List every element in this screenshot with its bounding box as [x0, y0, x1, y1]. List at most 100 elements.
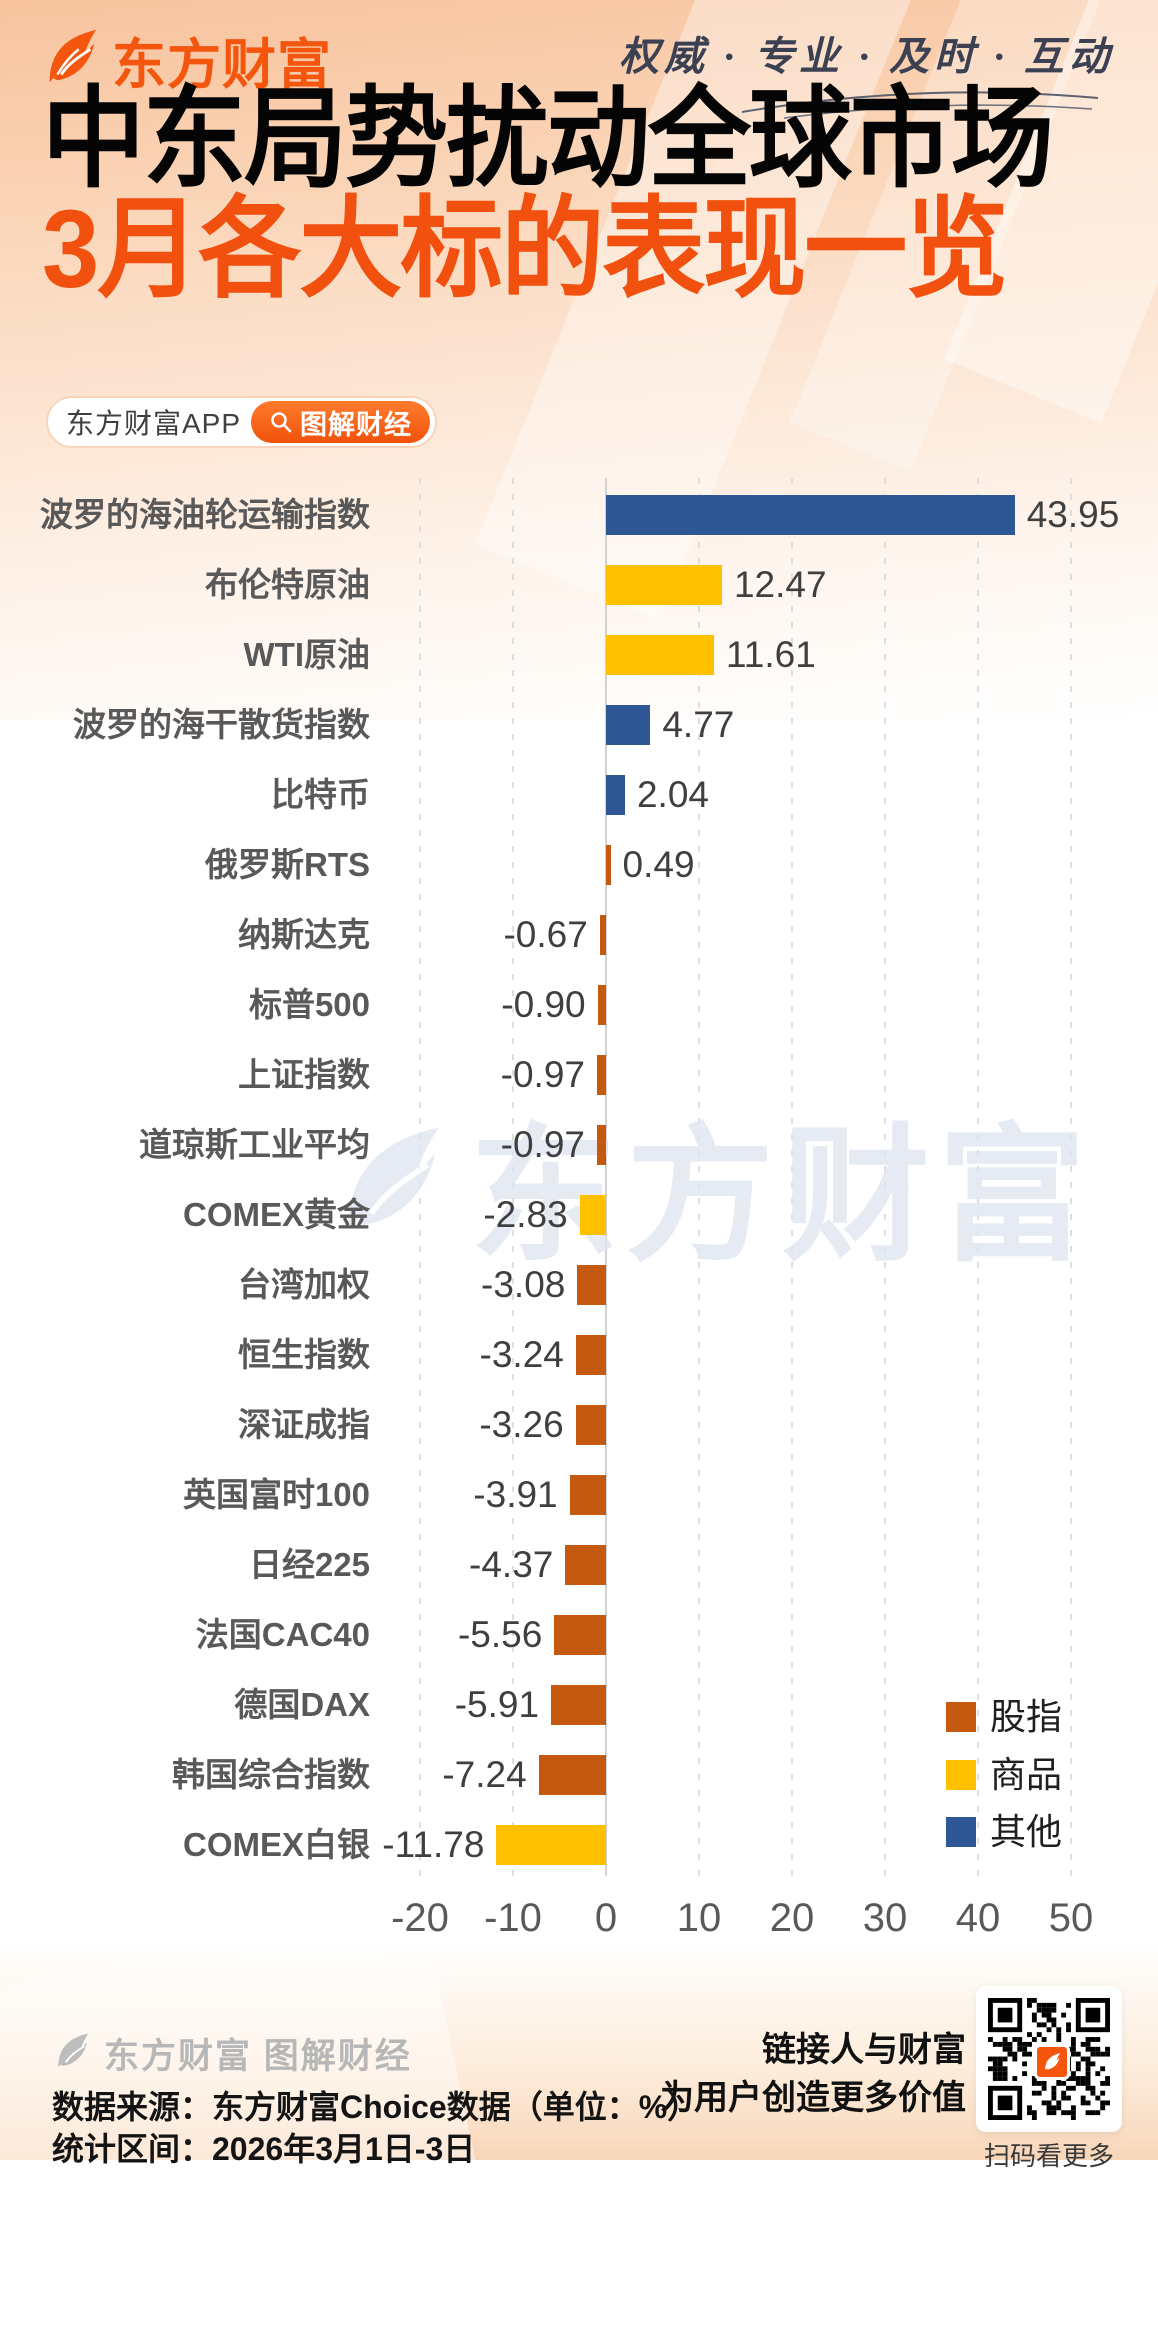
grid-line	[512, 478, 514, 1876]
axis-tick-label: -20	[391, 1896, 449, 1940]
qr-code	[976, 1986, 1122, 2132]
bar	[606, 705, 651, 745]
bar-value-label: 4.77	[662, 704, 735, 745]
bar-value-label: -5.91	[454, 1684, 540, 1725]
axis-tick-label: 10	[676, 1896, 722, 1940]
grid-line	[1070, 478, 1072, 1876]
leaf-logo-icon	[40, 26, 102, 93]
watermark-text: 东方财富	[470, 1114, 1094, 1279]
bar-value-label: -3.24	[479, 1334, 564, 1375]
qr-caption: 扫码看更多	[983, 2141, 1114, 2171]
axis-tick-label: -10	[484, 1896, 542, 1940]
bar	[575, 1405, 606, 1445]
axis-tick-label: 40	[955, 1896, 1001, 1940]
category-label: 道琼斯工业平均	[139, 1126, 370, 1163]
bar-value-label: 0.49	[622, 844, 695, 885]
stat-range-line: 统计区间：2026年3月1日-3日	[52, 2131, 476, 2167]
main-title: 中东局势扰动全球市场	[42, 77, 1054, 201]
category-label: 比特币	[271, 776, 370, 813]
slogan-line-1: 链接人与财富	[762, 2031, 966, 2069]
bar-value-label: 12.47	[733, 564, 827, 605]
bar-value-label: -5.56	[457, 1614, 543, 1655]
bar-value-label: -2.83	[483, 1194, 568, 1235]
bottom-gradient-background	[0, 1940, 1158, 2160]
bar	[554, 1615, 606, 1655]
bar	[575, 1335, 606, 1375]
category-label: WTI原油	[243, 636, 370, 673]
bar	[606, 845, 611, 885]
category-label: 标普500	[248, 986, 370, 1023]
legend-item: 股指	[946, 1696, 1063, 1737]
bar	[538, 1755, 606, 1795]
brand-name: 东方财富	[112, 35, 332, 95]
legend-item: 其他	[946, 1811, 1063, 1852]
legend-swatch	[946, 1817, 976, 1847]
bar-value-label: 43.95	[1026, 494, 1120, 535]
grid-line	[791, 478, 793, 1876]
legend-item: 商品	[946, 1753, 1063, 1795]
bar-value-label: -0.67	[503, 914, 588, 955]
category-label: 台湾加权	[238, 1266, 370, 1303]
category-label: 德国DAX	[234, 1686, 370, 1723]
app-badge: 东方财富APP 图解财经	[46, 396, 438, 448]
bar-value-label: -0.97	[500, 1054, 585, 1095]
bar	[599, 915, 606, 955]
footer-brand-text: 东方财富 图解财经	[104, 2037, 412, 2076]
category-label: 恒生指数	[238, 1336, 370, 1373]
axis-tick-label: 30	[862, 1896, 908, 1940]
bar	[597, 985, 606, 1025]
bar-value-label: -11.78	[382, 1824, 485, 1865]
category-label: 波罗的海油轮运输指数	[40, 496, 370, 533]
bar-value-label: -3.91	[473, 1474, 558, 1515]
bar	[551, 1685, 606, 1725]
footer-slogan: 链接人与财富 为用户创造更多价值	[660, 2026, 966, 2122]
brand-logo: 东方财富	[40, 20, 332, 99]
legend-label: 其他	[990, 1811, 1063, 1852]
legend-label: 商品	[990, 1753, 1063, 1795]
bar-value-label: -0.90	[501, 984, 586, 1025]
bar-value-label: -4.37	[469, 1544, 554, 1585]
category-label: 上证指数	[238, 1056, 370, 1093]
bar	[496, 1825, 606, 1865]
category-label: 波罗的海干散货指数	[73, 706, 370, 743]
grid-line	[977, 478, 979, 1876]
grid-line	[605, 478, 607, 1876]
sub-title: 3月各大标的表现一览	[42, 187, 1008, 311]
category-label: 法国CAC40	[195, 1616, 370, 1653]
footer-leaf-icon	[52, 2031, 92, 2076]
grid-line	[698, 478, 700, 1876]
category-label: 英国富时100	[182, 1476, 370, 1513]
bar	[579, 1195, 606, 1235]
bar-value-label: 2.04	[636, 774, 709, 815]
category-label: 俄罗斯RTS	[205, 846, 370, 883]
bar	[606, 635, 714, 675]
bar-value-label: -0.97	[500, 1124, 585, 1165]
watermark: 东方财富	[330, 1075, 1094, 1290]
brand-tagline: 权威 · 专业 · 及时 · 互动	[619, 34, 1114, 79]
category-label: COMEX黄金	[182, 1196, 370, 1233]
legend-label: 股指	[990, 1696, 1063, 1737]
bar-value-label: -7.24	[442, 1754, 527, 1795]
bar-value-label: -3.08	[481, 1264, 566, 1305]
app-name-label: 东方财富APP	[66, 408, 242, 439]
tagline-swoosh-lines	[740, 82, 1100, 127]
grid-line	[884, 478, 886, 1876]
grid-line	[419, 478, 421, 1876]
bar	[606, 495, 1015, 535]
bar	[606, 775, 625, 815]
axis-tick-label: 20	[769, 1896, 815, 1940]
footer-brand-line: 东方财富 图解财经	[52, 2028, 412, 2079]
bar	[596, 1055, 606, 1095]
bar	[577, 1265, 606, 1305]
bar	[606, 565, 722, 605]
legend-swatch	[946, 1759, 976, 1790]
qr-center-leaf-icon	[1034, 2044, 1070, 2080]
bar-chart: 东方财富 波罗的海油轮运输指数 43.95 布伦特原油 12.47 WTI原油 11.61…	[40, 478, 1120, 1940]
column-tag-button[interactable]: 图解财经	[251, 401, 431, 443]
category-label: 深证成指	[238, 1406, 370, 1443]
category-label: 日经225	[248, 1546, 370, 1583]
bar-value-label: -3.26	[479, 1404, 564, 1445]
column-tag-label: 图解财经	[300, 409, 413, 440]
bar	[569, 1475, 606, 1515]
legend-swatch	[946, 1702, 976, 1732]
